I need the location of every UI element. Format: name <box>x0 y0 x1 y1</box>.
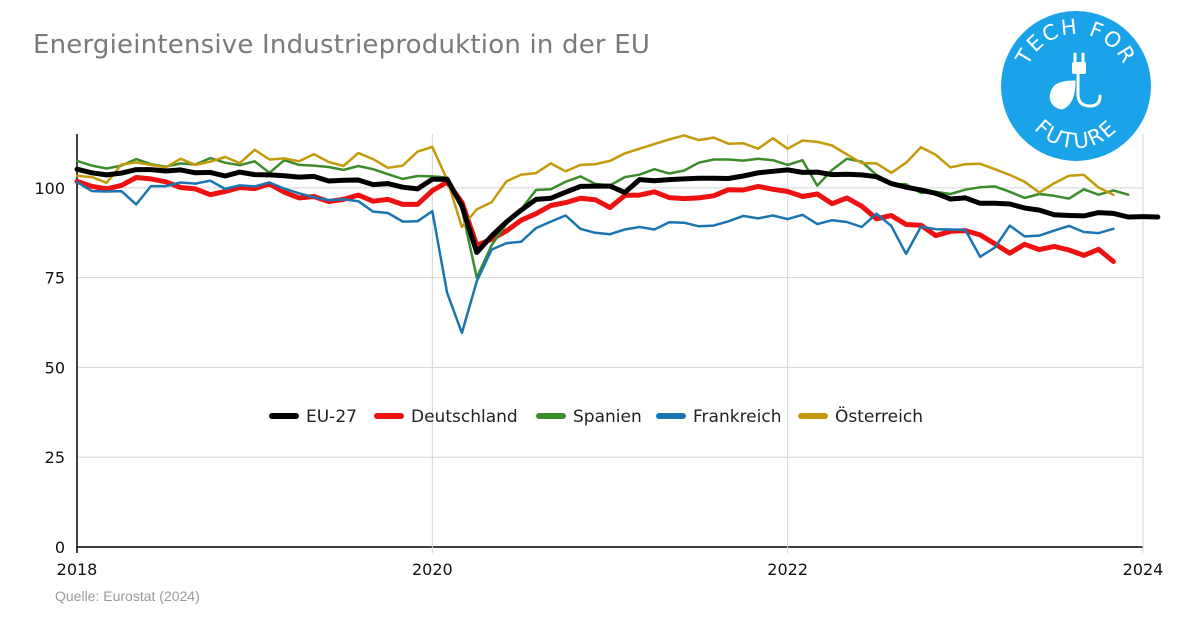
legend-label: Österreich <box>835 405 923 427</box>
chart-axes: 0 25 50 75 100 2018 2020 2022 2024 <box>34 179 1163 579</box>
series-line-4 <box>75 134 1115 229</box>
x-tick-label: 2018 <box>57 560 98 579</box>
chart-title: Energieintensive Industrieproduktion in … <box>33 30 651 60</box>
y-tick-label: 0 <box>55 538 65 557</box>
y-tick-label: 100 <box>34 179 65 198</box>
legend-label: Deutschland <box>411 407 518 427</box>
legend-label: EU-27 <box>306 407 357 427</box>
tech-for-future-logo: TECH FOR FUTURE <box>1000 10 1152 162</box>
legend-label: Spanien <box>573 407 642 427</box>
series-line-0 <box>74 166 1161 255</box>
logo-badge: TECH FOR FUTURE <box>1001 11 1151 161</box>
leaf-plug-icon <box>1049 52 1102 110</box>
x-tick-label: 2020 <box>412 560 453 579</box>
chart-grid <box>76 134 1144 553</box>
series-line-1 <box>74 175 1116 264</box>
source-note: Quelle: Eurostat (2024) <box>55 588 200 604</box>
chart-series <box>74 134 1161 335</box>
x-tick-label: 2024 <box>1123 560 1164 579</box>
x-tick-label: 2022 <box>767 560 808 579</box>
y-tick-label: 50 <box>45 358 65 377</box>
y-tick-label: 75 <box>45 269 65 288</box>
logo-circle <box>1001 11 1151 161</box>
chart-legend: EU-27 Deutschland Spanien Frankreich Österre… <box>269 405 923 427</box>
y-tick-label: 25 <box>45 448 65 467</box>
series-line-3 <box>75 179 1115 335</box>
legend-label: Frankreich <box>693 407 782 427</box>
